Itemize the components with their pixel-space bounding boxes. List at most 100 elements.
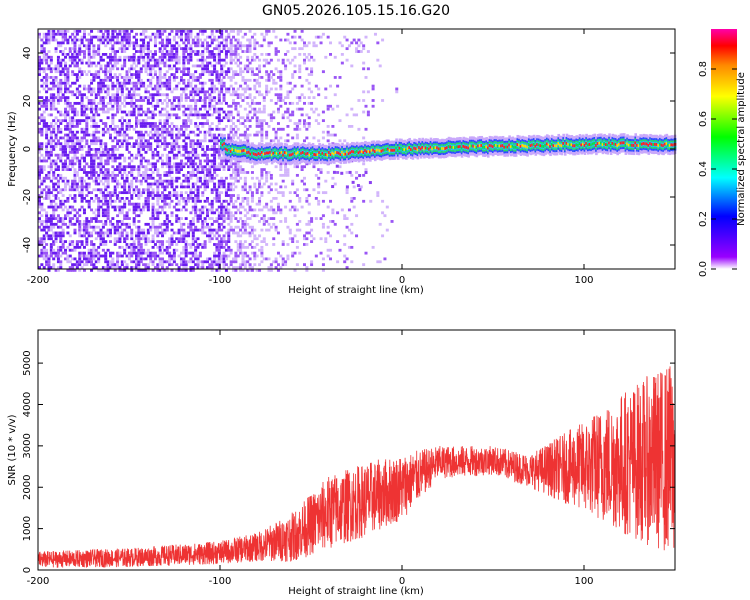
spectrogram-cell [165,116,169,120]
spectrogram-cell [229,78,233,82]
spectrogram-cell [135,188,139,192]
spectrogram-cell [94,93,98,97]
spectrogram-cell [189,99,193,102]
spectrogram-cell [229,197,233,200]
spectrogram-cell [239,159,243,163]
spectrogram-cell [38,168,41,171]
spectrogram-cell [40,179,44,183]
spectrogram-cell [90,225,94,229]
spectrogram-cell [113,228,117,232]
spectrogram-cell [130,67,134,71]
spectrogram-cell [179,47,183,51]
spectrogram-cell [52,225,56,229]
spectrogram-cell [127,32,131,36]
spectrogram-cell [295,263,299,267]
spectrogram-cell [97,231,101,235]
spectrogram-cell [255,90,259,94]
spectrogram-cell [146,197,150,200]
spectrogram-cell [170,211,174,215]
spectrogram-cell [276,110,280,114]
spectrogram-cell [99,150,103,154]
spectrogram-cell [68,119,72,123]
spectrogram-cell [194,214,198,218]
spectrogram-cell [196,266,200,269]
spectrogram-cell [286,58,290,62]
spectrogram-cell [205,185,209,189]
spectrogram-cell [182,104,186,108]
spectrogram-cell [144,199,148,203]
spectrogram-cell [54,254,58,258]
spectrogram-cell [191,148,195,151]
spectrogram-cell [71,93,75,97]
spectrogram-cell [182,199,186,203]
spectrogram-cell [56,182,60,186]
spectrogram-cell [312,41,316,45]
spectrogram-cell [215,148,219,151]
spectrogram-cell [130,104,134,108]
spectrogram-cell [170,182,174,186]
spectrogram-cell [71,70,75,74]
spectrogram-cell [239,29,243,33]
spectrogram-cell [47,234,51,238]
spectrogram-cell [80,191,84,195]
spectrogram-cell [189,228,193,232]
spectrogram-cell [201,67,205,71]
spectrogram-cell [151,64,155,68]
spectrogram-cell [213,254,217,258]
spectrogram-cell [82,104,86,108]
spectrogram-cell [132,47,136,51]
spectrogram-cell [182,67,186,71]
spectrogram-cell [132,251,136,255]
spectrogram-cell [177,168,181,171]
spectrogram-cell [274,93,278,97]
spectrogram-cell [144,47,148,51]
spectrogram-cell [116,104,120,108]
spectrogram-cell [236,29,240,33]
spectrogram-cell [217,101,221,105]
spectrogram-cell [66,122,70,125]
spectrogram-cell [227,76,231,79]
spectrogram-cell [182,64,186,68]
spectrogram-cell [127,96,131,99]
spectrogram-cell [267,41,271,45]
spectrogram-cell [269,41,273,45]
spectrogram-cell [170,254,174,258]
spectrogram-cell [82,84,86,88]
spectrogram-cell [130,125,134,128]
spectrogram-cell [101,35,105,39]
spectrogram-cell [113,240,117,243]
spectrogram-cell [142,237,146,241]
spectrogram-cell [52,214,56,218]
spectrogram-cell [165,260,169,264]
spectrogram-cell [125,234,129,238]
spectrogram-cell [56,179,60,183]
spectrogram-cell [135,254,139,258]
spectrogram-cell [239,168,243,171]
spectrogram-cell [73,156,77,160]
spectrogram-cell [184,127,188,131]
spectrogram-cell [61,243,65,246]
spectrogram-cell [111,119,115,123]
spectrogram-cell [92,225,96,229]
spectrogram-cell [49,104,53,108]
spectrogram-cell [217,96,221,99]
spectrogram-cell [64,153,68,157]
spectrogram-cell [265,87,269,91]
spectrogram-cell [243,179,247,183]
spectrogram-cell [59,202,63,206]
spectrogram-cell [87,38,91,42]
spectrogram-cell [310,240,314,243]
spectrogram-cell [347,228,351,232]
spectrogram-cell [253,58,257,62]
spectrogram-cell [97,44,101,48]
spectrogram-cell [108,234,112,238]
spectrogram-cell [208,87,212,91]
spectrogram-cell [227,113,231,117]
spectrogram-cell [52,257,56,261]
spectrogram-cell [61,217,65,220]
spectrogram-cell [151,127,155,131]
spectrogram-cell [175,29,179,33]
spectrogram-cell [217,260,221,264]
spectrogram-cell [161,197,165,200]
spectrogram-cell [130,251,134,255]
